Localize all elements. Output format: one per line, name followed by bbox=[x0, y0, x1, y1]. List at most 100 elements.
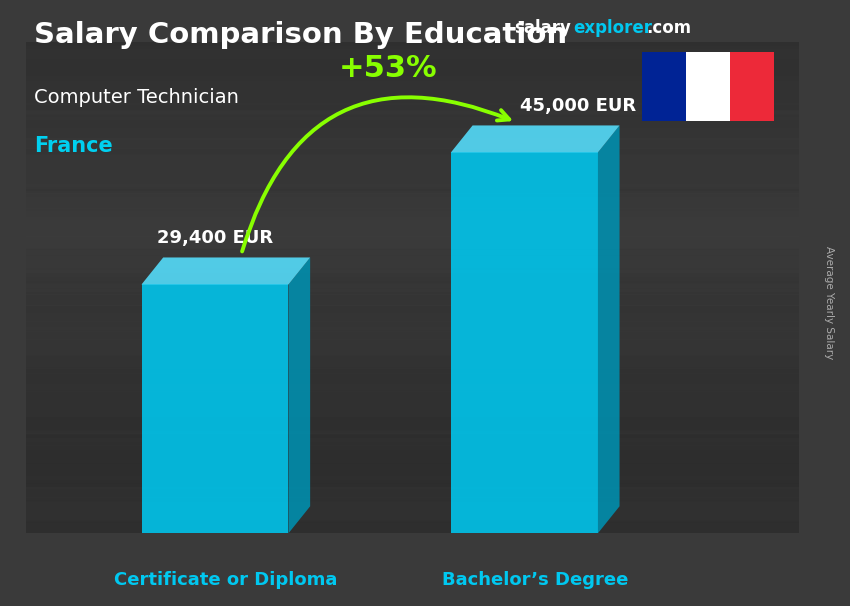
Circle shape bbox=[0, 9, 850, 139]
Circle shape bbox=[0, 0, 850, 135]
Circle shape bbox=[0, 112, 850, 246]
Circle shape bbox=[0, 59, 850, 137]
Circle shape bbox=[0, 238, 850, 405]
Text: France: France bbox=[34, 136, 113, 156]
Circle shape bbox=[0, 356, 850, 438]
Circle shape bbox=[0, 82, 850, 187]
Circle shape bbox=[0, 258, 850, 344]
Circle shape bbox=[0, 49, 850, 188]
Circle shape bbox=[0, 108, 850, 295]
Circle shape bbox=[0, 379, 850, 558]
Polygon shape bbox=[141, 284, 288, 533]
Circle shape bbox=[0, 487, 850, 561]
Circle shape bbox=[0, 0, 850, 155]
Circle shape bbox=[0, 401, 850, 606]
Circle shape bbox=[0, 307, 850, 521]
Circle shape bbox=[0, 115, 850, 172]
Circle shape bbox=[0, 103, 850, 273]
Circle shape bbox=[0, 98, 850, 331]
Circle shape bbox=[0, 116, 850, 165]
Polygon shape bbox=[288, 258, 310, 533]
Circle shape bbox=[0, 191, 850, 291]
Circle shape bbox=[0, 422, 850, 473]
Circle shape bbox=[0, 26, 850, 176]
Circle shape bbox=[0, 393, 850, 606]
Circle shape bbox=[0, 227, 850, 287]
Circle shape bbox=[0, 250, 850, 430]
Circle shape bbox=[0, 63, 850, 299]
Circle shape bbox=[0, 76, 850, 139]
Circle shape bbox=[0, 443, 850, 506]
Circle shape bbox=[0, 99, 850, 186]
Bar bbox=[686, 52, 729, 121]
Circle shape bbox=[0, 201, 850, 322]
Circle shape bbox=[0, 370, 850, 587]
Circle shape bbox=[0, 47, 850, 272]
Circle shape bbox=[0, 15, 850, 259]
Circle shape bbox=[0, 198, 850, 284]
Circle shape bbox=[0, 133, 850, 184]
Circle shape bbox=[0, 128, 850, 373]
Circle shape bbox=[0, 0, 850, 159]
Circle shape bbox=[0, 128, 850, 302]
Circle shape bbox=[0, 401, 850, 544]
Circle shape bbox=[0, 280, 850, 328]
Circle shape bbox=[0, 265, 850, 361]
Circle shape bbox=[0, 208, 850, 310]
Circle shape bbox=[0, 205, 850, 381]
Polygon shape bbox=[451, 125, 620, 153]
Circle shape bbox=[0, 413, 850, 456]
Circle shape bbox=[0, 0, 850, 213]
Circle shape bbox=[0, 67, 850, 255]
Circle shape bbox=[0, 5, 850, 182]
Polygon shape bbox=[451, 153, 598, 533]
Circle shape bbox=[0, 23, 850, 229]
Circle shape bbox=[0, 257, 850, 438]
Circle shape bbox=[0, 285, 850, 372]
Circle shape bbox=[0, 239, 850, 312]
Circle shape bbox=[0, 0, 850, 119]
Text: Computer Technician: Computer Technician bbox=[34, 88, 239, 107]
Text: 29,400 EUR: 29,400 EUR bbox=[157, 229, 273, 247]
Circle shape bbox=[0, 44, 850, 245]
Circle shape bbox=[0, 95, 850, 145]
Polygon shape bbox=[598, 125, 620, 533]
Circle shape bbox=[0, 175, 850, 299]
Circle shape bbox=[0, 337, 850, 406]
Circle shape bbox=[0, 13, 850, 155]
Circle shape bbox=[0, 392, 850, 581]
Circle shape bbox=[0, 0, 850, 174]
Circle shape bbox=[0, 41, 850, 174]
Circle shape bbox=[0, 0, 850, 165]
Circle shape bbox=[0, 288, 850, 500]
Text: salary: salary bbox=[514, 19, 571, 38]
Circle shape bbox=[0, 77, 850, 180]
Circle shape bbox=[0, 345, 850, 579]
Circle shape bbox=[0, 40, 850, 127]
Circle shape bbox=[0, 208, 850, 447]
Circle shape bbox=[0, 386, 850, 439]
Circle shape bbox=[0, 309, 850, 524]
Text: +53%: +53% bbox=[339, 55, 438, 83]
Circle shape bbox=[0, 40, 850, 282]
Circle shape bbox=[0, 129, 850, 349]
Circle shape bbox=[0, 321, 850, 379]
Circle shape bbox=[0, 64, 850, 213]
Text: Average Yearly Salary: Average Yearly Salary bbox=[824, 247, 834, 359]
Bar bbox=[642, 52, 686, 121]
Circle shape bbox=[0, 242, 850, 303]
Circle shape bbox=[0, 63, 850, 284]
Circle shape bbox=[0, 235, 850, 287]
Circle shape bbox=[0, 339, 850, 411]
Circle shape bbox=[0, 22, 850, 168]
Circle shape bbox=[0, 99, 850, 306]
Circle shape bbox=[0, 287, 850, 392]
Circle shape bbox=[0, 5, 850, 112]
Circle shape bbox=[0, 126, 850, 257]
Circle shape bbox=[0, 320, 850, 460]
Circle shape bbox=[0, 308, 850, 483]
Circle shape bbox=[0, 78, 850, 178]
Circle shape bbox=[0, 330, 850, 419]
Text: 45,000 EUR: 45,000 EUR bbox=[519, 98, 636, 115]
Circle shape bbox=[0, 381, 850, 482]
